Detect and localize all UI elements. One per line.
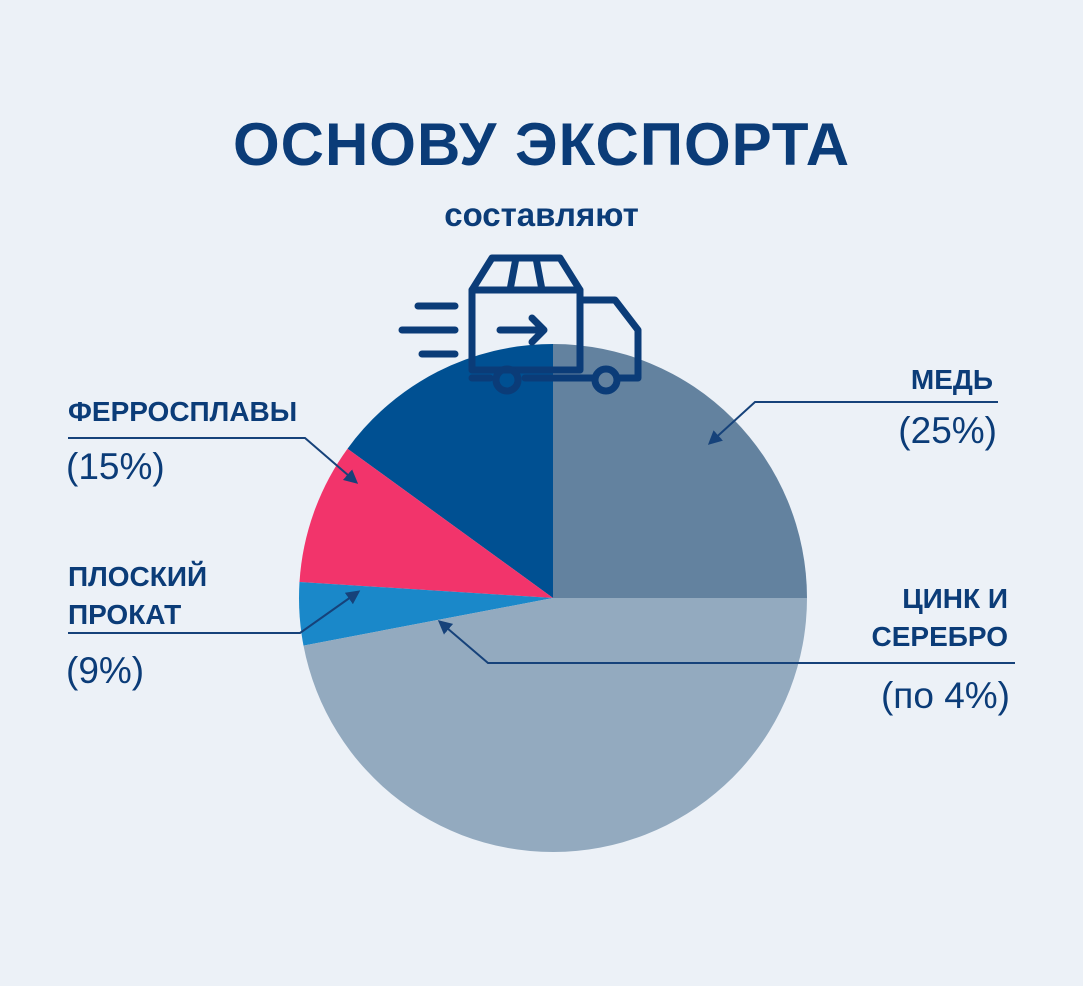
truck-icon	[398, 254, 642, 395]
pie-slice	[299, 582, 553, 646]
value-label: (15%)	[66, 446, 165, 487]
slice-label: ЦИНК И СЕРЕБРО	[871, 583, 1008, 652]
chart-title: ОСНОВУ ЭКСПОРТА	[232, 111, 851, 178]
slice-label: ФЕРРОСПЛАВЫ	[68, 396, 298, 427]
value-label: (по 4%)	[880, 675, 1010, 716]
slice-label: ПЛОСКИЙ ПРОКАТ	[68, 561, 208, 630]
value-label: (25%)	[898, 410, 997, 451]
chart-subtitle: составляют	[444, 196, 639, 233]
pie-slice	[553, 344, 807, 598]
value-label: (9%)	[66, 650, 145, 691]
leader-lines	[68, 401, 1015, 664]
slice-label: МЕДЬ	[910, 364, 993, 395]
pie	[299, 344, 807, 853]
pie-slice	[347, 344, 553, 598]
pie-slice	[303, 598, 807, 853]
pie-slice	[299, 448, 553, 598]
